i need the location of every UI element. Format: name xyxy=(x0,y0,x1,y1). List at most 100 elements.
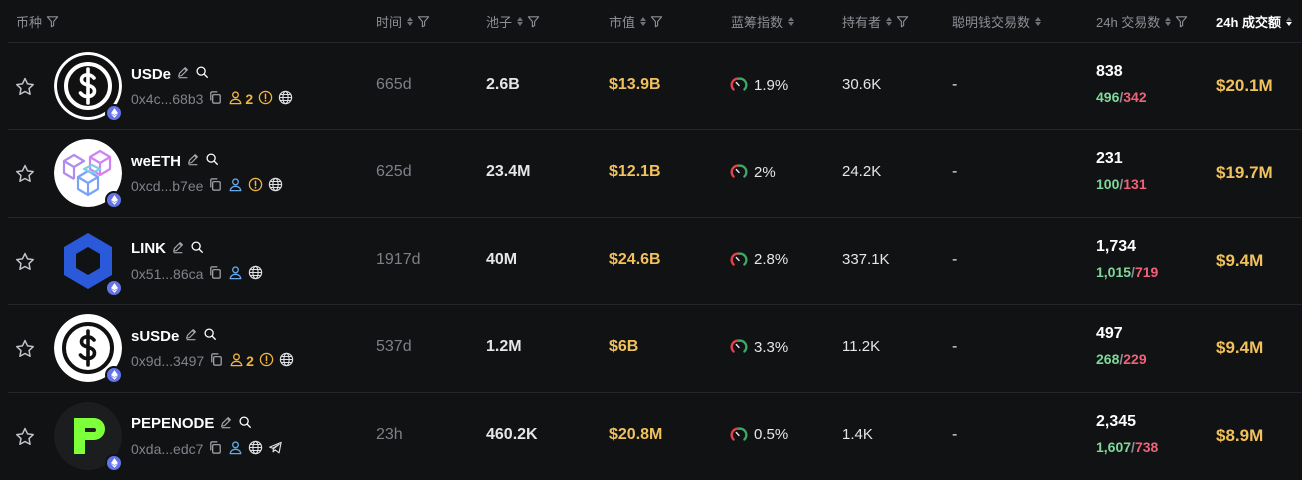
col-holders-label: 持有者 xyxy=(842,15,882,30)
copy-icon[interactable] xyxy=(208,90,223,108)
globe-icon[interactable] xyxy=(278,90,293,108)
table-row[interactable]: sUSDe 0x9d...3497 2 537d 1.2M $6B 3.3% 1… xyxy=(8,304,1302,391)
token-address-line: 0xda...edc7 xyxy=(131,440,283,458)
col-token-label: 币种 xyxy=(16,15,43,30)
edit-icon[interactable] xyxy=(219,415,233,433)
telegram-icon[interactable] xyxy=(268,440,283,458)
search-icon[interactable] xyxy=(195,65,209,83)
sort-icon[interactable] xyxy=(1035,17,1042,26)
sort-icon[interactable] xyxy=(640,17,647,26)
col-holders[interactable]: 持有者 xyxy=(842,12,909,31)
warning-icon[interactable] xyxy=(259,352,274,370)
filter-icon[interactable] xyxy=(527,15,540,28)
token-logo[interactable] xyxy=(54,52,122,120)
sort-icon[interactable] xyxy=(886,17,893,26)
holder-badge-count: 2 xyxy=(245,91,254,107)
token-name[interactable]: weETH xyxy=(131,152,182,170)
favorite-star-icon[interactable] xyxy=(14,163,36,185)
tx-count-24h: 838 xyxy=(1096,63,1123,80)
copy-icon[interactable] xyxy=(209,352,224,370)
holder-count-icon[interactable] xyxy=(229,352,244,370)
user-icon[interactable] xyxy=(228,177,243,195)
token-logo-usde xyxy=(54,52,122,120)
sort-icon[interactable] xyxy=(788,17,795,26)
token-address-line: 0x4c...68b3 2 xyxy=(131,90,293,108)
col-pool[interactable]: 池子 xyxy=(486,12,540,31)
bluechip-gauge-icon xyxy=(730,427,748,441)
table-row[interactable]: LINK 0x51...86ca 1917d 40M $24.6B 2.8% 3… xyxy=(8,216,1302,304)
sort-desc-icon[interactable] xyxy=(1286,17,1293,26)
warning-icon[interactable] xyxy=(258,90,273,108)
token-address[interactable]: 0xda...edc7 xyxy=(131,440,204,457)
token-name[interactable]: LINK xyxy=(131,240,166,258)
ethereum-chain-icon xyxy=(105,191,123,210)
col-token[interactable]: 币种 xyxy=(16,12,59,31)
edit-icon[interactable] xyxy=(176,65,190,83)
globe-icon[interactable] xyxy=(279,352,294,370)
token-name[interactable]: PEPENODE xyxy=(131,415,215,433)
holder-count: 11.2K xyxy=(842,338,881,356)
buy-count: 268 xyxy=(1096,351,1120,368)
bluechip-index: 2% xyxy=(730,163,776,181)
market-cap: $13.9B xyxy=(609,76,661,93)
holder-count-icon[interactable] xyxy=(228,90,243,108)
col-tx-24h[interactable]: 24h 交易数 xyxy=(1096,12,1188,31)
warning-icon[interactable] xyxy=(248,177,263,195)
col-smart-money[interactable]: 聪明钱交易数 xyxy=(952,12,1042,31)
filter-icon[interactable] xyxy=(46,15,59,28)
user-icon[interactable] xyxy=(228,440,243,458)
favorite-star-icon[interactable] xyxy=(14,76,36,98)
globe-icon[interactable] xyxy=(248,265,263,283)
ethereum-chain-icon xyxy=(105,278,123,297)
favorite-star-icon[interactable] xyxy=(14,426,36,448)
token-logo[interactable] xyxy=(54,401,122,470)
sort-icon[interactable] xyxy=(517,17,524,26)
filter-icon[interactable] xyxy=(650,15,663,28)
buy-count: 1,607 xyxy=(1096,438,1132,455)
filter-icon[interactable] xyxy=(1175,15,1188,28)
user-icon[interactable] xyxy=(228,265,243,283)
buy-count: 1,015 xyxy=(1096,263,1132,280)
copy-icon[interactable] xyxy=(208,265,223,283)
table-row[interactable]: USDe 0x4c...68b3 2 665d 2.6B $13.9B 1.9%… xyxy=(8,42,1302,129)
col-bluechip[interactable]: 蓝筹指数 xyxy=(731,12,795,31)
search-icon[interactable] xyxy=(205,152,219,170)
token-address[interactable]: 0xcd...b7ee xyxy=(131,178,204,195)
token-name[interactable]: USDe xyxy=(131,65,172,83)
market-cap: $20.8M xyxy=(609,425,663,443)
col-age[interactable]: 时间 xyxy=(376,12,430,31)
buy-sell-split: 1,015/719 xyxy=(1096,264,1158,280)
table-row[interactable]: weETH 0xcd...b7ee 625d 23.4M $12.1B 2% 2… xyxy=(8,129,1302,216)
token-address[interactable]: 0x51...86ca xyxy=(131,265,204,282)
token-address[interactable]: 0x4c...68b3 xyxy=(131,91,204,107)
volume-24h: $20.1M xyxy=(1216,76,1273,95)
token-name[interactable]: sUSDe xyxy=(131,327,180,345)
filter-icon[interactable] xyxy=(417,15,430,28)
sort-icon[interactable] xyxy=(407,17,414,26)
favorite-star-icon[interactable] xyxy=(14,251,36,273)
filter-icon[interactable] xyxy=(896,15,909,28)
globe-icon[interactable] xyxy=(248,440,263,458)
sort-icon[interactable] xyxy=(1165,17,1172,26)
tx-count-24h: 2,345 xyxy=(1096,412,1137,430)
favorite-star-icon[interactable] xyxy=(14,338,36,360)
edit-icon[interactable] xyxy=(186,152,200,170)
token-logo-pepenode xyxy=(54,401,122,470)
globe-icon[interactable] xyxy=(268,177,283,195)
copy-icon[interactable] xyxy=(208,440,223,458)
copy-icon[interactable] xyxy=(208,177,223,195)
token-address[interactable]: 0x9d...3497 xyxy=(131,353,205,370)
search-icon[interactable] xyxy=(203,327,217,345)
holder-badge-count: 2 xyxy=(246,353,254,370)
market-cap: $6B xyxy=(609,338,639,356)
search-icon[interactable] xyxy=(190,240,204,258)
col-vol-24h[interactable]: 24h 成交额 xyxy=(1216,12,1293,31)
token-logo[interactable] xyxy=(54,139,122,208)
market-cap: $12.1B xyxy=(609,163,661,181)
edit-icon[interactable] xyxy=(184,327,198,345)
edit-icon[interactable] xyxy=(171,240,185,258)
token-logo[interactable] xyxy=(54,314,122,383)
col-mcap[interactable]: 市值 xyxy=(609,12,663,31)
table-row[interactable]: PEPENODE 0xda...edc7 23h 460.2K $20.8M 0… xyxy=(8,391,1302,479)
search-icon[interactable] xyxy=(238,415,252,433)
